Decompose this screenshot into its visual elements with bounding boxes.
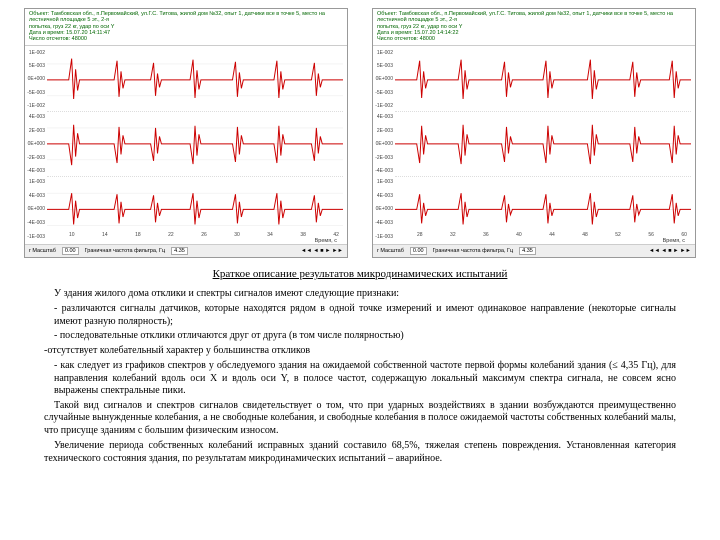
bullet-2: - последовательные отклики отличаются др… [54, 330, 676, 343]
footer-box2-right[interactable]: 4.35 [519, 247, 536, 255]
chart-panel-left: Объект: Тамбовская обл., п.Первомайский,… [24, 8, 348, 258]
xaxis-right: 28 32 36 40 44 48 52 56 60 [417, 232, 687, 242]
bullet-3: -отсутствует колебательный характер у бо… [44, 345, 676, 358]
section-title: Краткое описание результатов микродинами… [44, 268, 676, 282]
hdr-l4: Число отсчетов: 48000 [29, 36, 343, 42]
waveform-left-1 [47, 48, 343, 112]
footer-left-label-r: r Масштаб [377, 248, 404, 254]
waveform-left-2 [47, 112, 343, 176]
footer-mid-right: Граничная частота фильтра, Гц [433, 248, 514, 254]
xaxis-left: 10 14 18 22 26 30 34 38 42 [69, 232, 339, 242]
para-3: Увеличение периода собственных колебаний… [44, 440, 676, 465]
footer-mid-left: Граничная частота фильтра, Гц [85, 248, 166, 254]
footer-controls-right[interactable]: ◄◄ ◄ ■ ► ►► [649, 248, 691, 254]
ylabels-left-1: 1E-002 5E-003 0E+000 -5E-003 -1E-002 [27, 48, 45, 112]
footer-box1-right[interactable]: 0.00 [410, 247, 427, 255]
chart-header-left: Объект: Тамбовская обл., п.Первомайский,… [25, 9, 347, 46]
hdr-r1: Объект: Тамбовская обл., п.Первомайский,… [377, 11, 691, 24]
footer-box1-left[interactable]: 0.00 [62, 247, 79, 255]
ylabels-left-3: 1E-003 4E-003 0E+000 -4E-003 -1E-003 [27, 177, 45, 242]
hdr-r4: Число отсчетов: 48000 [377, 36, 691, 42]
footer-box2-left[interactable]: 4.35 [171, 247, 188, 255]
footer-controls-left[interactable]: ◄◄ ◄ ■ ► ►► [301, 248, 343, 254]
ylabels-right-2: 4E-003 2E-003 0E+000 -2E-003 -4E-003 [375, 112, 393, 176]
subchart-right-1: 1E-002 5E-003 0E+000 -5E-003 -1E-002 [395, 48, 691, 113]
bullet-1: - различаются сигналы датчиков, которые … [54, 303, 676, 328]
text-section: Краткое описание результатов микродинами… [0, 262, 720, 476]
charts-row: Объект: Тамбовская обл., п.Первомайский,… [0, 0, 720, 262]
xaxis-label-left: Время, с [315, 238, 337, 244]
chart-panel-right: Объект: Тамбовская обл., п.Первомайский,… [372, 8, 696, 258]
subchart-right-2: 4E-003 2E-003 0E+000 -2E-003 -4E-003 [395, 112, 691, 177]
subchart-left-2: 4E-003 2E-003 0E+000 -2E-003 -4E-003 [47, 112, 343, 177]
chart-body-right: 1E-002 5E-003 0E+000 -5E-003 -1E-002 4E-… [373, 46, 695, 244]
chart-body-left: 1E-002 5E-003 0E+000 -5E-003 -1E-002 4E-… [25, 46, 347, 244]
subchart-right-3: 1E-003 4E-003 0E+000 -4E-003 -1E-003 28 … [395, 177, 691, 242]
footer-left-label: r Масштаб [29, 248, 56, 254]
xaxis-label-right: Время, с [663, 238, 685, 244]
para-2: Такой вид сигналов и спектров сигналов с… [44, 400, 676, 438]
chart-header-right: Объект: Тамбовская обл., п.Первомайский,… [373, 9, 695, 46]
subchart-left-3: 1E-003 4E-003 0E+000 -4E-003 -1E-003 10 … [47, 177, 343, 242]
ylabels-right-1: 1E-002 5E-003 0E+000 -5E-003 -1E-002 [375, 48, 393, 112]
ylabels-left-2: 4E-003 2E-003 0E+000 -2E-003 -4E-003 [27, 112, 45, 176]
bullet-4: - как следует из графиков спектров у обс… [54, 360, 676, 398]
chart-footer-left: r Масштаб 0.00 Граничная частота фильтра… [25, 244, 347, 257]
waveform-right-1 [395, 48, 691, 112]
ylabels-right-3: 1E-003 4E-003 0E+000 -4E-003 -1E-003 [375, 177, 393, 242]
hdr-l1: Объект: Тамбовская обл., п.Первомайский,… [29, 11, 343, 24]
subchart-left-1: 1E-002 5E-003 0E+000 -5E-003 -1E-002 [47, 48, 343, 113]
waveform-right-2 [395, 112, 691, 176]
para-1: У здания жилого дома отклики и спектры с… [44, 288, 676, 301]
chart-footer-right: r Масштаб 0.00 Граничная частота фильтра… [373, 244, 695, 257]
